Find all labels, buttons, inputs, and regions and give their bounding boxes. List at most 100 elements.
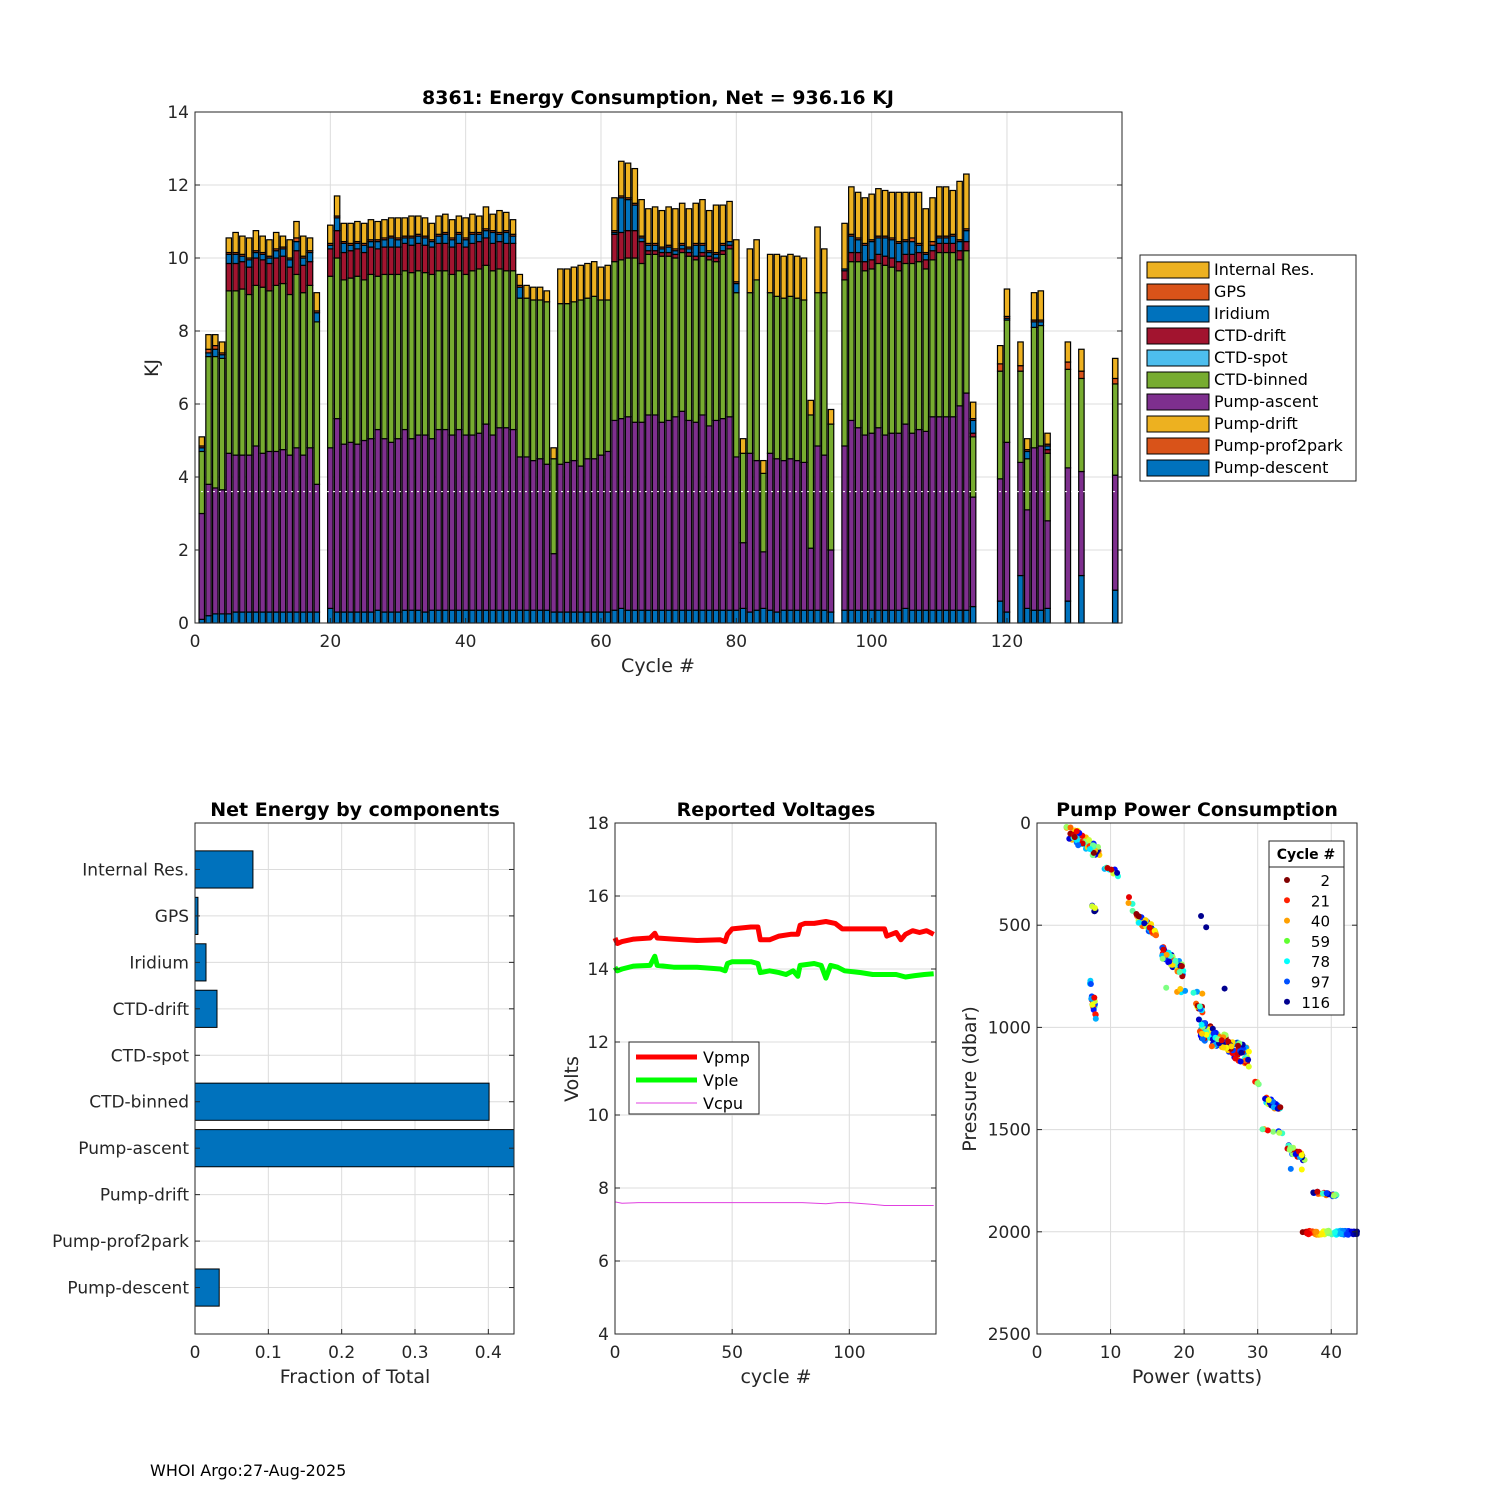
energy-bar-segment — [902, 191, 909, 241]
energy-bar-segment — [516, 286, 524, 299]
energy-bar-segment — [1064, 341, 1072, 363]
pump-point — [1238, 1049, 1245, 1056]
pump-point — [1245, 1063, 1252, 1070]
volt-line-vple — [612, 953, 934, 981]
energy-bar-segment — [584, 297, 591, 460]
energy-bar-segment — [638, 421, 645, 611]
volt-ytick-label: 8 — [598, 1179, 609, 1199]
energy-bar-segment — [996, 345, 1004, 365]
energy-bar-stack — [293, 220, 300, 624]
net-xlabel: Fraction of Total — [280, 1366, 431, 1388]
energy-bar-segment — [435, 428, 442, 611]
energy-bar-segment — [719, 609, 727, 624]
energy-bar-stack — [577, 264, 584, 624]
energy-legend-label: CTD-spot — [1214, 348, 1288, 367]
energy-bar-segment — [895, 432, 903, 611]
energy-bar-segment — [848, 235, 855, 254]
pump-ticks: 0 10 20 30 40 0 500 1000 1500 2000 2500 — [988, 814, 1357, 1363]
energy-bar-segment — [516, 456, 524, 611]
energy-bar-segment — [502, 609, 510, 624]
energy-bar-segment — [469, 609, 476, 624]
energy-bar-segment — [719, 253, 727, 420]
energy-bar-segment — [1111, 474, 1119, 591]
energy-bar-segment — [908, 609, 916, 624]
energy-bar-segment — [232, 454, 239, 613]
energy-bar-segment — [1111, 589, 1119, 624]
energy-bar-segment — [381, 438, 388, 613]
energy-bar-segment — [462, 239, 469, 248]
energy-bar-segment — [360, 244, 368, 254]
energy-bar-stack — [286, 239, 294, 624]
energy-bar-stack — [428, 222, 436, 624]
energy-bar-segment — [327, 224, 334, 244]
energy-bar-segment — [1030, 609, 1038, 624]
energy-bar-segment — [428, 240, 436, 248]
net-energy-chart: 0 0.1 0.2 0.3 0.4 Internal Res. GPS Iridium CTD-… — [52, 799, 515, 1388]
energy-bar-segment — [509, 270, 517, 431]
energy-bar-stack — [496, 209, 503, 624]
energy-bar-segment — [895, 261, 903, 272]
energy-bar-segment — [787, 295, 794, 460]
energy-bar-segment — [746, 611, 754, 624]
footer-text: WHOI Argo:27-Aug-2025 — [150, 1461, 346, 1480]
energy-bar-segment — [604, 299, 612, 453]
energy-bar-segment — [475, 233, 483, 243]
energy-bar-segment — [854, 261, 862, 429]
energy-bar-segment — [631, 204, 639, 232]
energy-bar-segment — [462, 217, 469, 239]
energy-bar-segment — [814, 609, 821, 624]
energy-bar-segment — [225, 613, 233, 624]
energy-xtick-label: 60 — [590, 632, 612, 652]
energy-bar-segment — [272, 250, 280, 259]
energy-bar-stack — [414, 215, 422, 624]
energy-bar-segment — [266, 450, 273, 613]
energy-bar-stack — [956, 180, 963, 624]
energy-bar-segment — [387, 237, 395, 248]
energy-bar-segment — [672, 416, 679, 611]
energy-bar-stack — [469, 213, 476, 624]
pump-point — [1166, 958, 1173, 965]
pump-point — [1089, 1001, 1096, 1008]
energy-legend-label: Pump-descent — [1214, 458, 1328, 477]
pump-legend-marker — [1284, 897, 1290, 904]
energy-bar-segment — [299, 264, 307, 294]
energy-bar-stack — [1064, 341, 1072, 624]
energy-bar-stack — [908, 191, 916, 624]
energy-bar-segment — [658, 209, 666, 248]
energy-bar-segment — [841, 270, 848, 281]
energy-bar-stack — [590, 261, 598, 624]
energy-bar-segment — [299, 257, 307, 266]
energy-bar-segment — [1023, 509, 1031, 610]
energy-bar-segment — [827, 423, 835, 551]
energy-bar-segment — [949, 189, 957, 235]
energy-bar-segment — [685, 609, 693, 624]
energy-bar-segment — [367, 219, 375, 241]
energy-bar-segment — [340, 443, 348, 613]
energy-bar-segment — [306, 447, 314, 613]
energy-bar-stack — [963, 173, 970, 624]
net-bars — [194, 850, 515, 1307]
energy-bar-segment — [969, 419, 977, 434]
energy-bar-segment — [543, 290, 551, 303]
energy-bar-segment — [854, 191, 862, 239]
pump-point — [1298, 1152, 1305, 1159]
pump-point — [1135, 913, 1142, 920]
pump-legend-marker — [1284, 937, 1290, 944]
energy-bar-stack — [617, 160, 625, 624]
energy-bar-stack — [807, 399, 815, 624]
energy-bar-segment — [245, 454, 253, 613]
energy-bar-segment — [963, 250, 970, 394]
energy-bar-segment — [1017, 365, 1024, 372]
energy-bar-segment — [381, 219, 388, 239]
energy-bar-segment — [807, 399, 815, 416]
energy-bar-segment — [496, 268, 503, 429]
energy-bar-segment — [800, 461, 808, 611]
energy-bar-segment — [584, 458, 591, 613]
energy-bar-stack — [787, 253, 794, 624]
energy-bar-segment — [597, 299, 605, 456]
energy-bar-segment — [854, 239, 862, 254]
energy-bar-stack — [381, 219, 388, 624]
energy-legend-swatch — [1146, 437, 1210, 455]
energy-bar-stack — [401, 217, 409, 624]
energy-bar-segment — [949, 235, 957, 245]
